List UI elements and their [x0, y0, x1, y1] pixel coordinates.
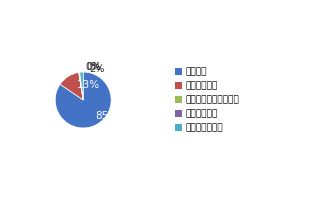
- Text: 2%: 2%: [89, 64, 104, 74]
- Wedge shape: [79, 72, 83, 100]
- Wedge shape: [79, 72, 83, 100]
- Text: 0%: 0%: [86, 62, 102, 72]
- Text: 85%: 85%: [95, 111, 119, 121]
- Wedge shape: [55, 72, 111, 128]
- Text: 13%: 13%: [77, 80, 100, 90]
- Wedge shape: [80, 72, 83, 100]
- Text: 0%: 0%: [86, 62, 101, 72]
- Legend: そう思う, ややそう思う, あまりそうは思わない, そう思わない, よくわからない: そう思う, ややそう思う, あまりそうは思わない, そう思わない, よくわからな…: [175, 68, 239, 132]
- Wedge shape: [60, 72, 83, 100]
